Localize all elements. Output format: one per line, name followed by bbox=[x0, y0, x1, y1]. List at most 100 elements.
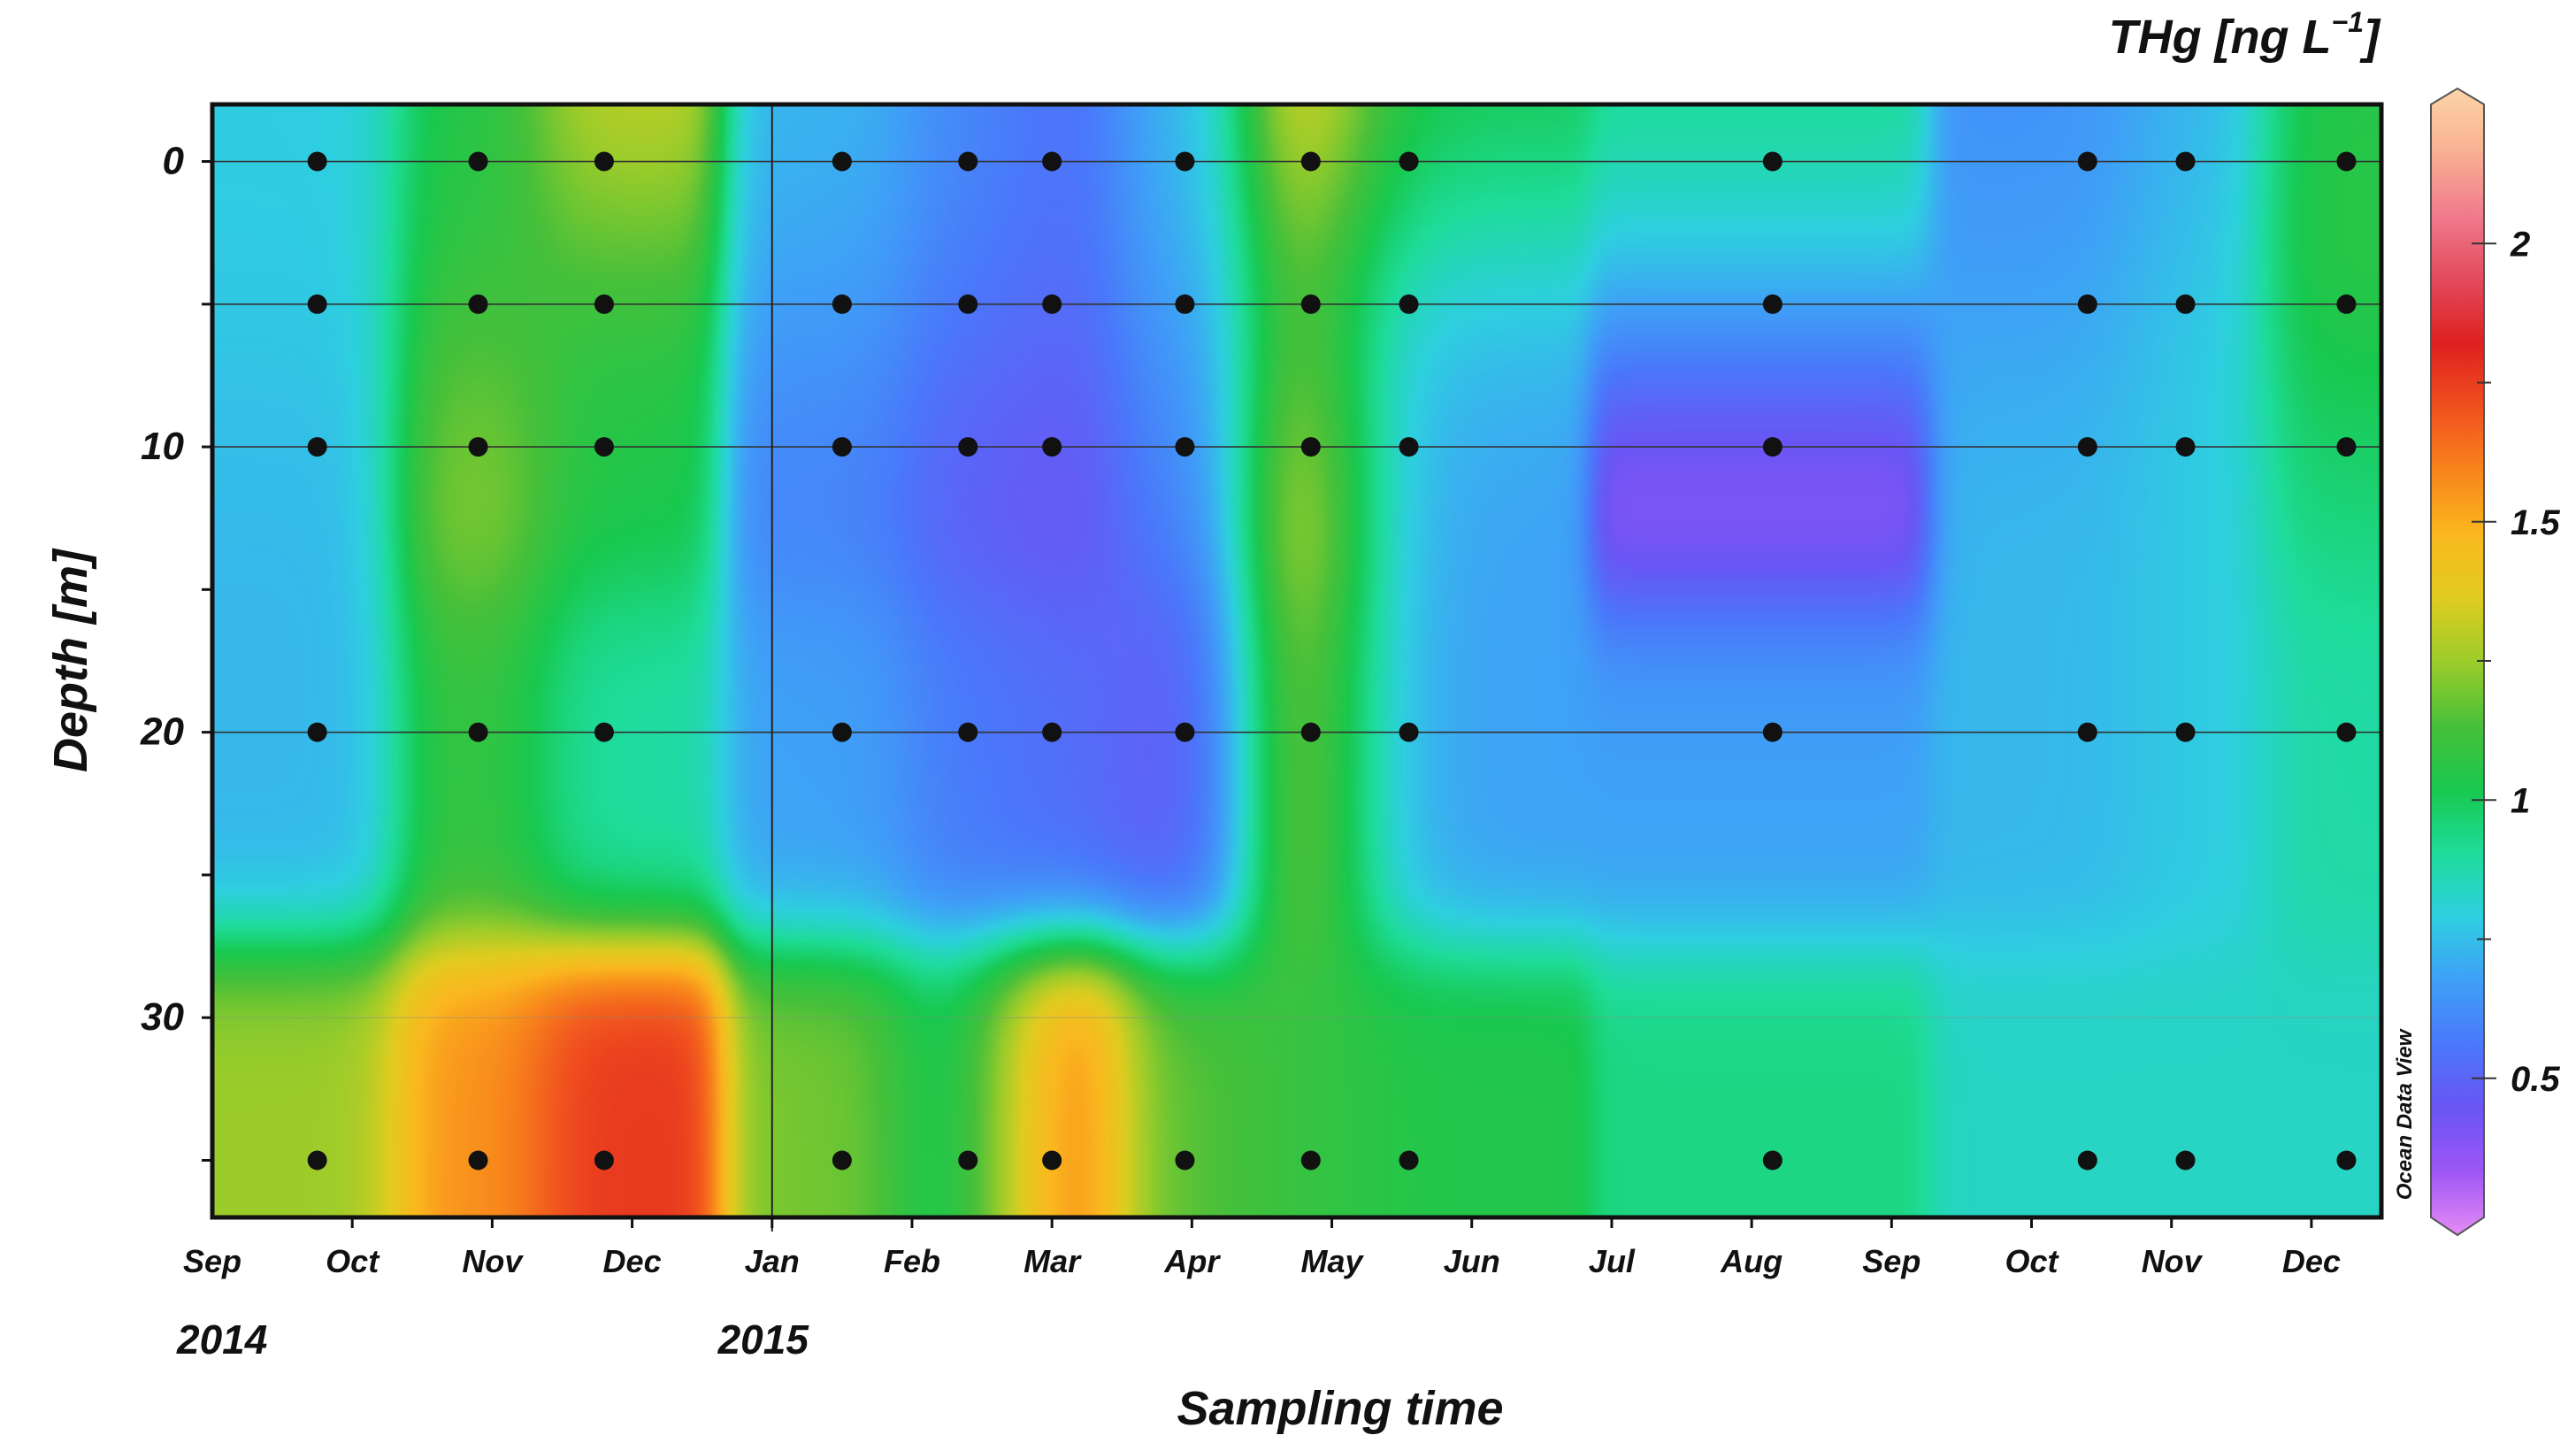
sample-point bbox=[832, 1150, 852, 1171]
sample-point bbox=[832, 151, 852, 172]
sample-point bbox=[832, 437, 852, 457]
sample-point bbox=[594, 722, 614, 742]
sample-point bbox=[1175, 437, 1195, 457]
sample-point bbox=[2336, 1150, 2357, 1171]
colorbar-tick-label: 0.5 bbox=[2511, 1060, 2560, 1099]
x-tick-label: Sep bbox=[1862, 1243, 1920, 1279]
colorbar-tick-label: 2 bbox=[2510, 225, 2530, 264]
x-tick-label: Jul bbox=[1589, 1243, 1636, 1279]
sample-point bbox=[1762, 1150, 1782, 1171]
sample-point bbox=[1762, 151, 1782, 172]
sample-point bbox=[958, 294, 978, 314]
sample-point bbox=[1300, 722, 1321, 742]
sample-point bbox=[958, 1150, 978, 1171]
sample-point bbox=[1175, 722, 1195, 742]
x-axis-title: Sampling time bbox=[1177, 1382, 1503, 1435]
sample-point bbox=[2336, 294, 2357, 314]
sample-point bbox=[307, 437, 327, 457]
sample-point bbox=[1042, 151, 1062, 172]
colorbar-ticks: 0.5 1 1.5 2 bbox=[2472, 225, 2560, 1099]
sample-point bbox=[832, 722, 852, 742]
sample-point bbox=[468, 1150, 488, 1171]
sample-point bbox=[594, 151, 614, 172]
x-tick-label: Jan bbox=[745, 1243, 800, 1279]
sample-point bbox=[2175, 1150, 2196, 1171]
sample-point bbox=[468, 294, 488, 314]
x-tick-label: Oct bbox=[326, 1243, 380, 1279]
sample-point bbox=[2336, 722, 2357, 742]
x-tick-label: Oct bbox=[2005, 1243, 2060, 1279]
sample-point bbox=[307, 1150, 327, 1171]
y-tick-label: 10 bbox=[141, 425, 184, 468]
sample-point bbox=[1300, 437, 1321, 457]
sample-point bbox=[1175, 1150, 1195, 1171]
depth-lines bbox=[212, 160, 2381, 1018]
sample-point bbox=[2175, 437, 2196, 457]
plot-frame bbox=[210, 102, 2384, 1220]
x-tick-label: Sep bbox=[183, 1243, 242, 1279]
sample-point bbox=[958, 437, 978, 457]
y-axis-ticks: 0 10 20 30 bbox=[140, 140, 212, 1162]
sample-point bbox=[2077, 437, 2097, 457]
sample-point bbox=[468, 437, 488, 457]
x-tick-label: Apr bbox=[1163, 1243, 1221, 1279]
sample-point bbox=[2175, 151, 2196, 172]
sample-point bbox=[2336, 151, 2357, 172]
sample-point bbox=[2175, 722, 2196, 742]
sample-point bbox=[958, 151, 978, 172]
sample-point bbox=[468, 722, 488, 742]
x-tick-label: Dec bbox=[2282, 1243, 2341, 1279]
sample-point bbox=[1042, 437, 1062, 457]
y-axis-title: Depth [m] bbox=[44, 548, 97, 772]
x-axis-ticks: Sep Oct Nov Dec Jan Feb Mar Apr May Jun Jul Aug Sep O… bbox=[183, 1217, 2341, 1279]
sample-point bbox=[2077, 1150, 2097, 1171]
year-labels: 2014 2015 bbox=[176, 1316, 809, 1362]
sample-point bbox=[832, 294, 852, 314]
y-tick-label: 0 bbox=[163, 140, 185, 183]
colorbar-tick-label: 1.5 bbox=[2511, 503, 2560, 542]
sample-point bbox=[1175, 151, 1195, 172]
colorbar bbox=[2430, 87, 2485, 1237]
x-tick-label: Mar bbox=[1024, 1243, 1082, 1279]
sample-point bbox=[1175, 294, 1195, 314]
x-tick-label: Dec bbox=[603, 1243, 662, 1279]
x-tick-label: May bbox=[1301, 1243, 1365, 1279]
x-tick-label: Jun bbox=[1444, 1243, 1500, 1279]
sample-point bbox=[307, 294, 327, 314]
sample-point bbox=[1042, 722, 1062, 742]
sample-point bbox=[2077, 294, 2097, 314]
sample-point bbox=[1762, 437, 1782, 457]
sample-point bbox=[2077, 151, 2097, 172]
sample-point bbox=[1399, 294, 1419, 314]
sample-point bbox=[594, 1150, 614, 1171]
sample-point bbox=[1300, 151, 1321, 172]
sample-point bbox=[594, 294, 614, 314]
year-label: 2014 bbox=[176, 1316, 267, 1362]
sample-points bbox=[307, 151, 2357, 1171]
sample-point bbox=[2077, 722, 2097, 742]
sample-point bbox=[1042, 294, 1062, 314]
sample-point bbox=[468, 151, 488, 172]
x-tick-label: Nov bbox=[2142, 1243, 2204, 1279]
sample-point bbox=[307, 151, 327, 172]
sample-point bbox=[1399, 151, 1419, 172]
sample-point bbox=[2175, 294, 2196, 314]
sample-point bbox=[2336, 437, 2357, 457]
sample-point bbox=[1399, 722, 1419, 742]
sample-point bbox=[1300, 294, 1321, 314]
x-tick-label: Nov bbox=[462, 1243, 524, 1279]
x-tick-label: Aug bbox=[1720, 1243, 1782, 1279]
sample-point bbox=[1762, 722, 1782, 742]
x-tick-label: Feb bbox=[884, 1243, 940, 1279]
colorbar-title: THg [ng L−1] bbox=[2109, 6, 2381, 64]
sample-point bbox=[594, 437, 614, 457]
sample-point bbox=[1300, 1150, 1321, 1171]
heatmap-field bbox=[212, 104, 2381, 1217]
year-label: 2015 bbox=[717, 1316, 810, 1362]
sample-point bbox=[1399, 1150, 1419, 1171]
sample-point bbox=[1762, 294, 1782, 314]
sample-point bbox=[307, 722, 327, 742]
colorbar-tick-label: 1 bbox=[2511, 781, 2530, 820]
sample-point bbox=[958, 722, 978, 742]
